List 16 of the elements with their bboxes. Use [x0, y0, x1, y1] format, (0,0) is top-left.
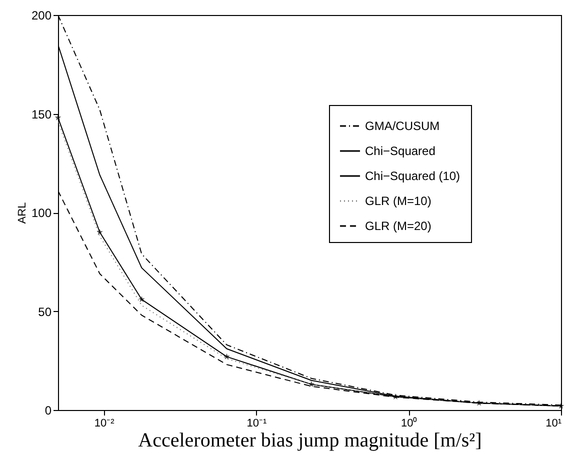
legend-label: GLR (M=20) — [365, 219, 432, 233]
x-tick-label: 10⁻² — [94, 418, 115, 430]
x-tick-label: 10⁰ — [401, 416, 418, 430]
x-tick-label: 10¹ — [546, 418, 562, 430]
y-tick-label: 100 — [31, 206, 52, 220]
legend-label: Chi−Squared (10) — [365, 169, 460, 183]
y-axis-title: ARL — [16, 202, 28, 224]
x-axis-title: Accelerometer bias jump magnitude [m/s²] — [138, 430, 482, 452]
y-tick-label: 50 — [38, 304, 52, 319]
legend-label: Chi−Squared — [365, 144, 436, 158]
y-tick-label: 0 — [44, 404, 52, 418]
legend-label: GLR (M=10) — [365, 194, 432, 208]
legend-label: GMA/CUSUM — [365, 119, 440, 133]
y-tick-label: 150 — [31, 107, 52, 122]
x-tick-label: 10⁻¹ — [246, 418, 268, 430]
y-tick-label: 200 — [31, 8, 52, 22]
